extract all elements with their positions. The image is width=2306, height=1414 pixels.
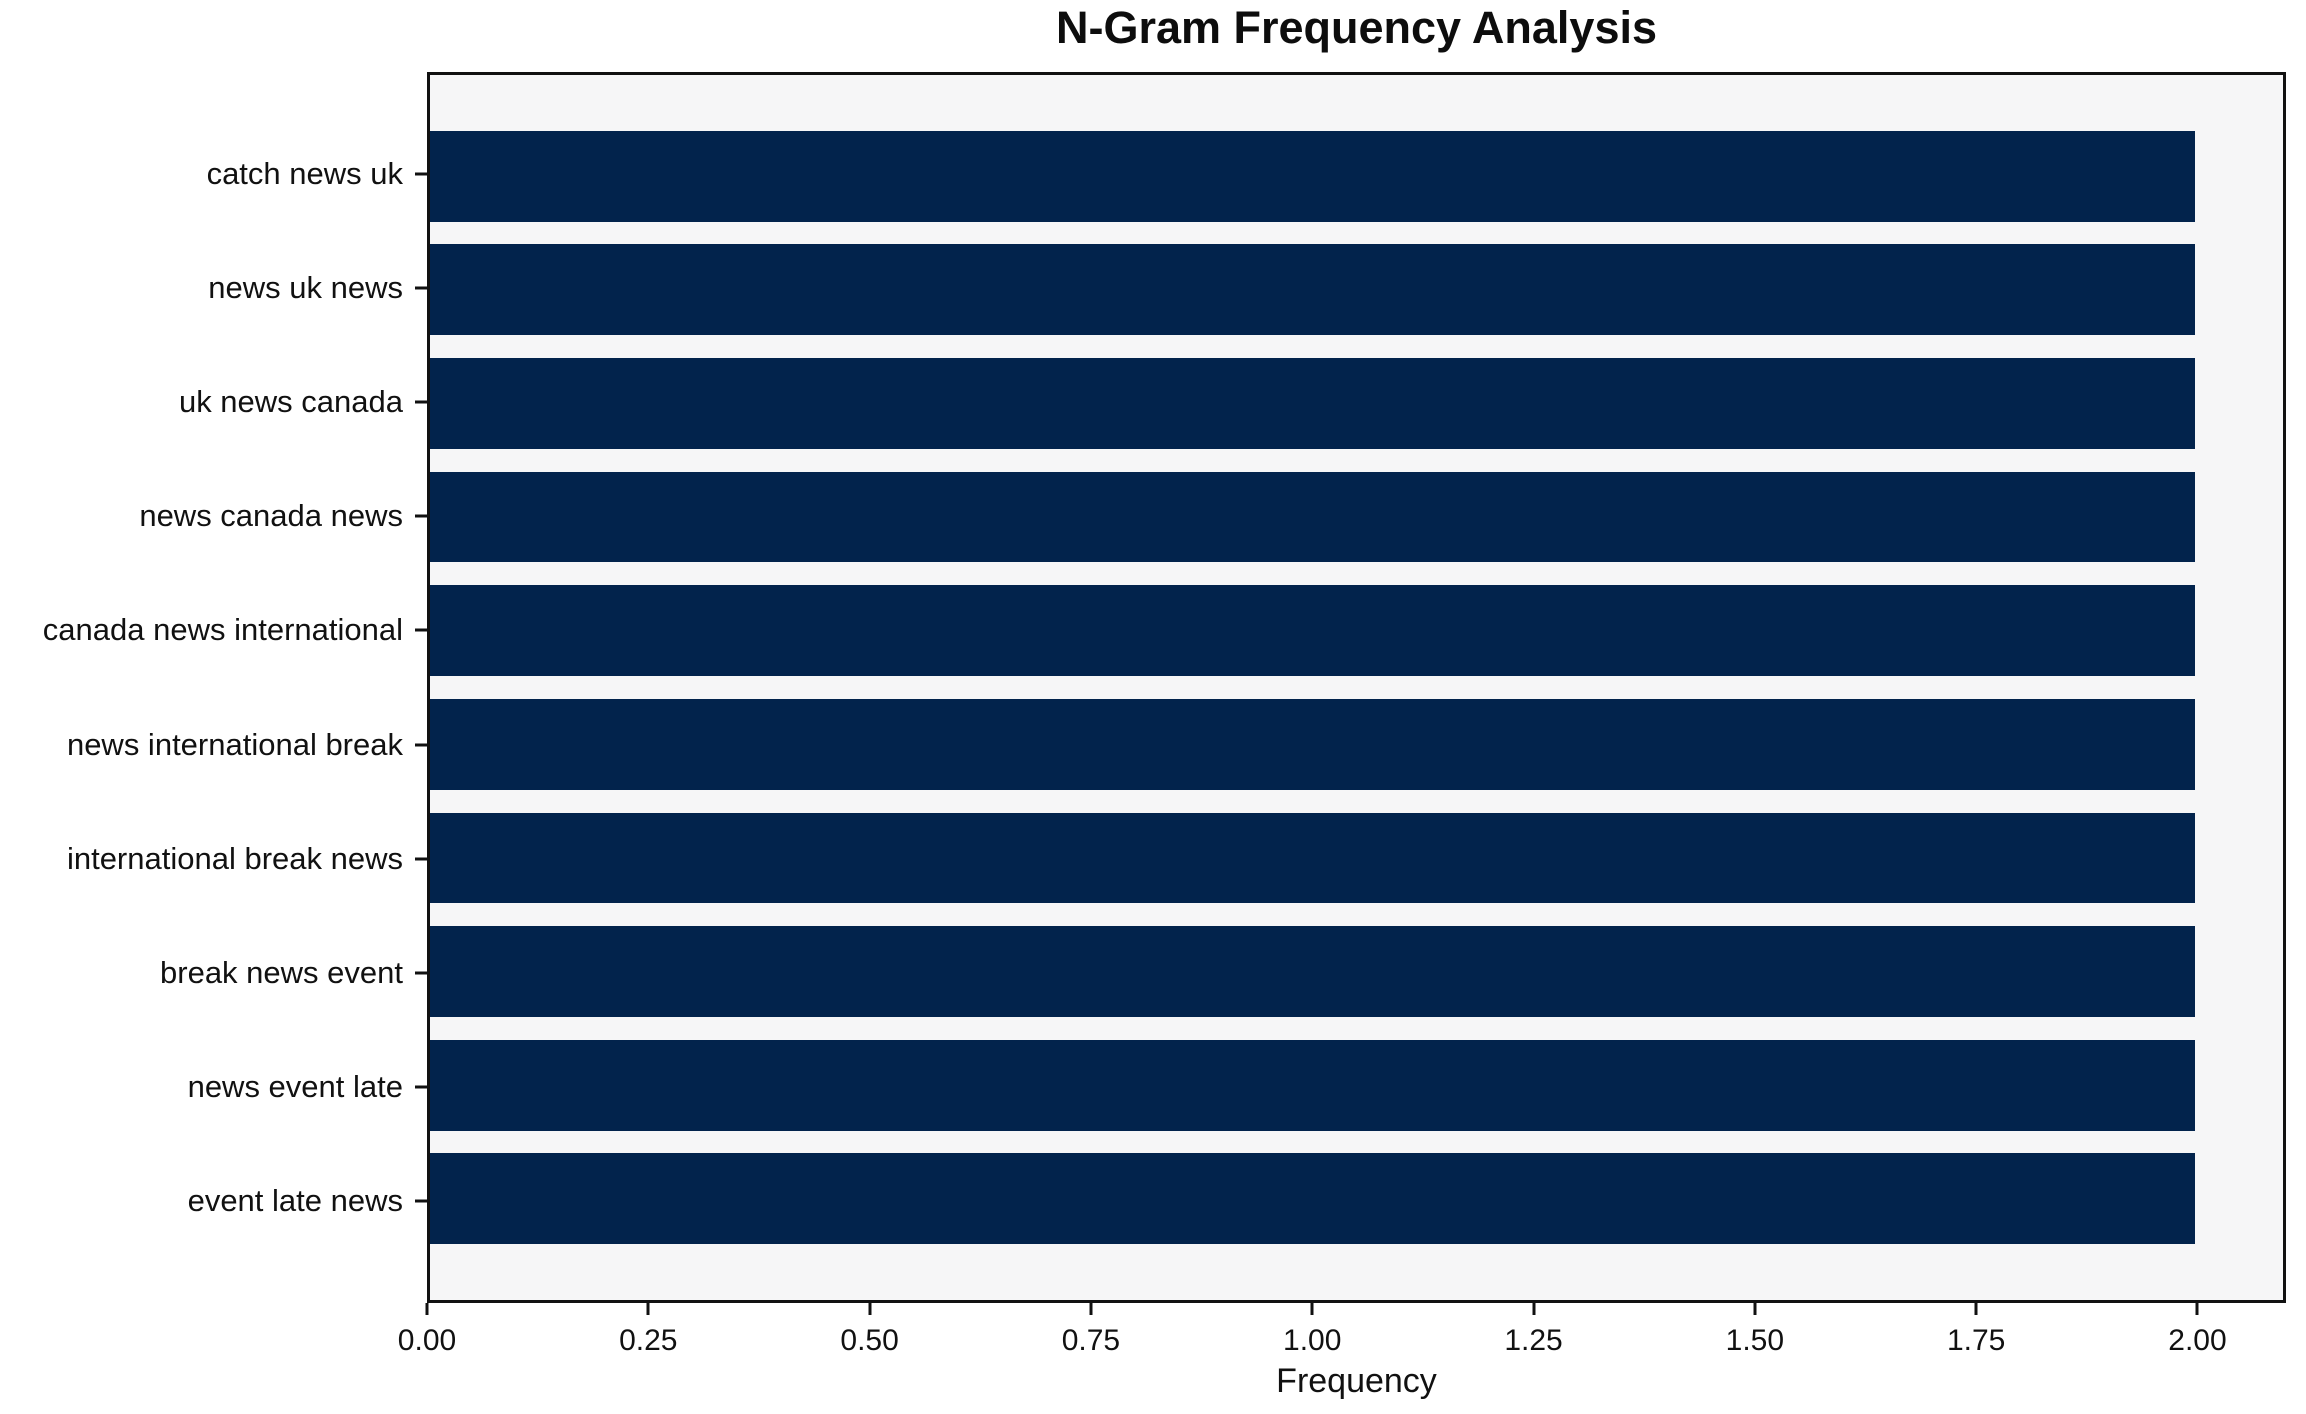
- y-tick-mark: [415, 514, 427, 518]
- y-tick-mark: [415, 628, 427, 632]
- y-tick-mark: [415, 1199, 427, 1203]
- x-tick-mark: [868, 1303, 872, 1315]
- y-tick-label: news uk news: [208, 269, 403, 305]
- x-tick-mark: [1089, 1303, 1093, 1315]
- plot-area: [427, 72, 2286, 1303]
- y-tick-label: news event late: [187, 1069, 403, 1105]
- bar: [430, 698, 2195, 790]
- x-tick-mark: [646, 1303, 650, 1315]
- x-tick-mark: [425, 1303, 429, 1315]
- y-tick-label: event late news: [187, 1183, 403, 1219]
- y-tick-mark: [415, 286, 427, 290]
- bar: [430, 1153, 2195, 1245]
- x-tick-label: 0.00: [397, 1324, 457, 1357]
- x-tick-label: 1.25: [1504, 1324, 1563, 1357]
- bar: [430, 812, 2195, 904]
- bar: [430, 471, 2195, 563]
- x-tick-mark: [1532, 1303, 1536, 1315]
- bar: [430, 1039, 2195, 1131]
- x-tick-label: 0.75: [1061, 1324, 1121, 1357]
- y-tick-label: news canada news: [139, 498, 403, 534]
- y-tick-label: international break news: [66, 840, 403, 876]
- x-tick-label: 0.25: [619, 1324, 678, 1357]
- bar: [430, 926, 2195, 1018]
- x-tick-mark: [1974, 1303, 1978, 1315]
- y-tick-label: uk news canada: [178, 384, 403, 420]
- y-tick-mark: [415, 971, 427, 975]
- y-axis-tick-labels: catch news uk news uk news uk news canada n…: [0, 72, 403, 1303]
- y-tick-mark: [415, 743, 427, 747]
- y-tick-mark: [415, 400, 427, 404]
- chart-title: N-Gram Frequency Analysis: [1055, 2, 1658, 53]
- x-tick-label: 0.50: [840, 1324, 899, 1357]
- x-tick-label: 1.00: [1283, 1324, 1342, 1357]
- bar: [430, 244, 2195, 336]
- x-tick-mark: [2195, 1303, 2199, 1315]
- x-axis-label: Frequency: [1276, 1362, 1437, 1400]
- y-tick-label: catch news uk: [206, 155, 403, 191]
- y-tick-mark: [415, 172, 427, 176]
- y-tick-label: news international break: [66, 726, 403, 762]
- y-tick-label: break news event: [160, 954, 403, 990]
- x-tick-label: 1.50: [1725, 1324, 1785, 1357]
- x-tick-label: 2.00: [2168, 1324, 2227, 1357]
- x-tick-label: 1.75: [1946, 1324, 2006, 1357]
- y-tick-label: canada news international: [42, 612, 403, 648]
- bar: [430, 585, 2195, 677]
- bar: [430, 357, 2195, 449]
- x-tick-mark: [1753, 1303, 1757, 1315]
- y-tick-mark: [415, 1085, 427, 1089]
- x-tick-mark: [1310, 1303, 1314, 1315]
- bar: [430, 130, 2195, 222]
- y-tick-mark: [415, 857, 427, 861]
